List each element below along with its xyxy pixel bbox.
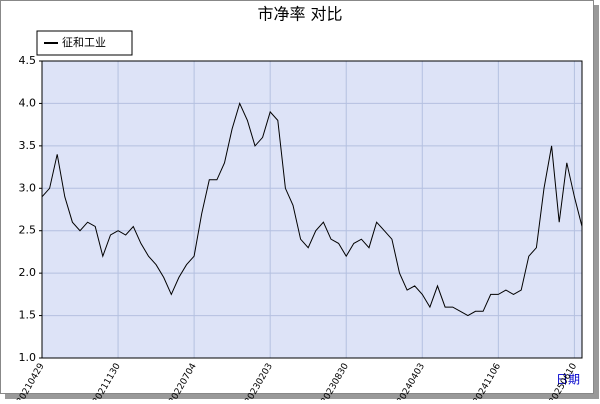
y-tick-label: 3.5 (19, 139, 37, 152)
y-tick-label: 3.0 (19, 181, 37, 194)
x-axis-label: 日期 (556, 373, 580, 387)
shadow (5, 394, 599, 399)
legend-label: 征和工业 (62, 36, 106, 49)
marks (41, 101, 583, 317)
plot-border (41, 60, 583, 359)
y-tick-label: 2.0 (19, 266, 37, 279)
shadow (594, 5, 599, 399)
y-tick-label: 1.5 (19, 309, 37, 322)
plot-area (42, 61, 582, 358)
series-line (41, 101, 583, 317)
y-tick-label: 1.0 (19, 351, 37, 364)
y-tick-label: 2.5 (19, 224, 37, 237)
y-tick-label: 4.5 (19, 54, 37, 67)
y-tick-label: 4.0 (19, 96, 37, 109)
chart-title: 市净率 对比 (257, 5, 342, 24)
